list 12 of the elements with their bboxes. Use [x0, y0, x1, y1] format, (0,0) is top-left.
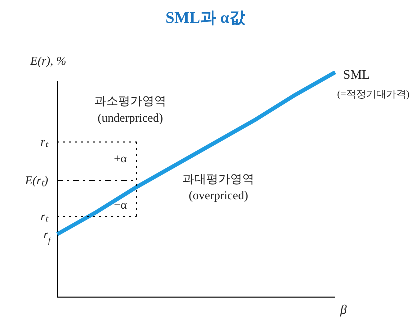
x-axis-title: β	[340, 302, 348, 317]
text: E(rₜ)	[24, 173, 48, 188]
series-label: SML	[343, 67, 370, 82]
y-axis-title: E(r), %	[30, 54, 67, 68]
annotation: −α	[114, 198, 128, 212]
text: rₜ	[40, 209, 50, 224]
text: (=적정기대가격)	[337, 89, 410, 100]
annotation: 과대평가영역 (overpriced)	[182, 172, 255, 203]
annotation: 과소평가영역 (underpriced)	[94, 94, 167, 125]
text: rₜ	[40, 135, 50, 150]
annotation: +α	[114, 151, 128, 166]
chart-title: SML과 α값	[166, 10, 246, 27]
